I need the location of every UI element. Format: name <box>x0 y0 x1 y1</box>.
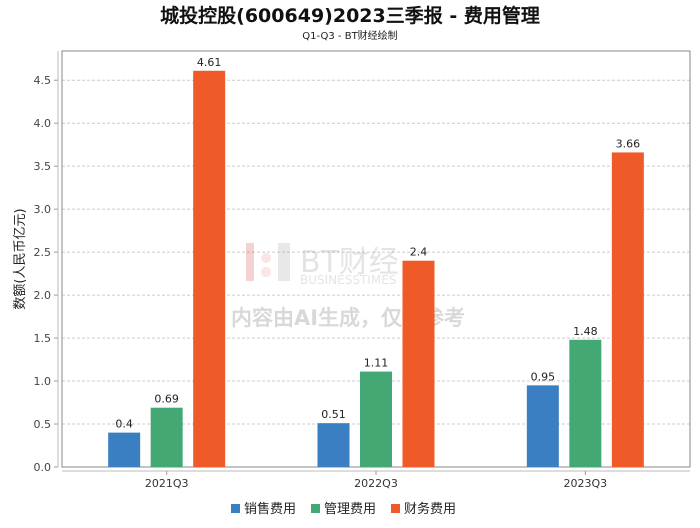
legend-label: 管理费用 <box>324 502 376 517</box>
bar <box>360 371 392 467</box>
bar <box>150 407 183 467</box>
bar <box>402 260 435 467</box>
x-tick-label: 2023Q3 <box>564 477 608 490</box>
data-label: 0.51 <box>321 408 346 421</box>
data-label: 3.66 <box>616 137 641 150</box>
y-tick-label: 3.5 <box>34 160 52 173</box>
watermark: BT财经 BUSINESSTIMES <box>246 243 399 287</box>
y-axis-label: 数额(人民币亿元) <box>13 208 28 309</box>
legend-label: 财务费用 <box>404 501 456 517</box>
chart-subtitle: Q1-Q3 - BT财经绘制 <box>302 29 397 42</box>
watermark-brand: BT财经 <box>300 245 399 280</box>
legend-swatch <box>391 504 400 513</box>
bar <box>611 152 644 467</box>
data-label: 0.69 <box>154 393 179 406</box>
chart-title: 城投控股(600649)2023三季报 - 费用管理 <box>160 4 540 27</box>
data-label: 1.11 <box>364 357 389 370</box>
y-tick-label: 4.5 <box>34 74 52 87</box>
y-tick-label: 0.5 <box>34 418 52 431</box>
bar <box>317 423 350 467</box>
y-tick-label: 2.0 <box>34 289 52 302</box>
data-label: 2.4 <box>410 246 428 259</box>
bar <box>526 385 559 467</box>
legend-label: 销售费用 <box>244 501 296 517</box>
data-label: 1.48 <box>573 325 598 338</box>
data-label: 0.95 <box>531 370 556 383</box>
x-axis-ticks: 2021Q3 2022Q3 2023Q3 <box>145 471 607 490</box>
y-tick-label: 4.0 <box>34 117 52 130</box>
legend: 销售费用 管理费用 财务费用 <box>231 501 456 517</box>
y-tick-label: 2.5 <box>34 246 52 259</box>
x-tick-label: 2021Q3 <box>145 477 189 490</box>
legend-swatch <box>311 504 320 513</box>
legend-swatch <box>231 504 240 513</box>
y-tick-label: 0.0 <box>34 461 52 474</box>
y-tick-label: 1.5 <box>34 332 52 345</box>
bars: 0.4 0.69 4.61 0.51 1.11 2.4 0.95 1.48 3.66 <box>108 56 644 468</box>
y-tick-label: 1.0 <box>34 375 52 388</box>
bar <box>569 339 602 467</box>
watermark-brand-sub: BUSINESSTIMES <box>300 273 396 287</box>
data-label: 4.61 <box>197 56 222 69</box>
x-tick-label: 2022Q3 <box>354 477 398 490</box>
bar <box>193 70 226 468</box>
y-tick-label: 3.0 <box>34 203 52 216</box>
data-label: 0.4 <box>115 418 133 431</box>
bar <box>108 432 141 467</box>
y-axis-ticks: 0.0 0.5 1.0 1.5 2.0 2.5 3.0 3.5 4.0 4.5 <box>34 74 58 474</box>
